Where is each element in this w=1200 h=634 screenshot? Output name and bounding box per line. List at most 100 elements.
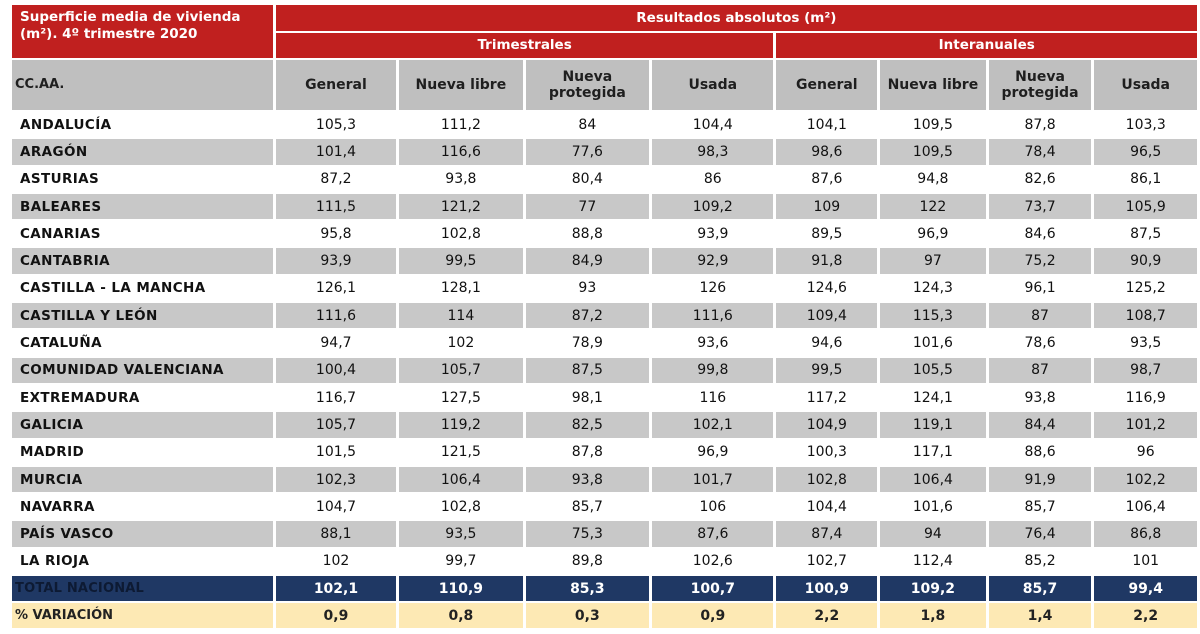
table-row: CASTILLA Y LEÓN 111,6 114 87,2 111,6 109,4 115… [12, 303, 1197, 329]
region-name: CANTABRIA [12, 248, 273, 274]
housing-surface-table-container: Superficie media de vivienda (m²). 4º tr… [9, 3, 1200, 630]
table-cell: 78,6 [988, 330, 1092, 356]
table-cell: 75,2 [988, 248, 1092, 274]
table-cell: 99,8 [652, 357, 774, 383]
table-cell: 101,7 [652, 466, 774, 493]
table-cell: 104,4 [652, 112, 774, 138]
table-cell: 111,2 [399, 112, 523, 138]
table-cell: 84,6 [988, 221, 1092, 247]
table-cell: 91,9 [988, 466, 1092, 493]
table-cell: 87,5 [525, 357, 650, 383]
region-name: CANARIAS [12, 221, 273, 247]
table-cell: 105,7 [275, 412, 397, 438]
table-cell: 84 [525, 112, 650, 138]
table-cell: 88,1 [275, 521, 397, 547]
table-cell: 127,5 [399, 384, 523, 411]
table-cell: 102,1 [275, 576, 397, 602]
table-cell: 87,6 [652, 521, 774, 547]
region-name: GALICIA [12, 412, 273, 438]
table-cell: 98,7 [1094, 357, 1197, 383]
table-cell: 101,5 [275, 439, 397, 465]
table-cell: 84,9 [525, 248, 650, 274]
table-cell: 93,8 [525, 466, 650, 493]
table-cell: 105,3 [275, 112, 397, 138]
table-cell: 87,2 [275, 166, 397, 192]
column-header: General [275, 60, 397, 110]
table-row: PAÍS VASCO 88,1 93,5 75,3 87,6 87,4 94 76,4 86,8 [12, 521, 1197, 547]
table-cell: 85,7 [988, 494, 1092, 520]
table-cell: 2,2 [776, 603, 878, 629]
table-row: BALEARES 111,5 121,2 77 109,2 109 122 73,7 105,9 [12, 193, 1197, 220]
interanuales-header: Interanuales [776, 33, 1197, 58]
table-cell: 86 [652, 166, 774, 192]
table-cell: 100,9 [776, 576, 878, 602]
table-row: CANARIAS 95,8 102,8 88,8 93,9 89,5 96,9 84,6 87,… [12, 221, 1197, 247]
table-cell: 76,4 [988, 521, 1092, 547]
table-cell: 106,4 [399, 466, 523, 493]
table-cell: 88,8 [525, 221, 650, 247]
table-cell: 106 [652, 494, 774, 520]
table-cell: 124,3 [880, 275, 986, 302]
table-cell: 105,5 [880, 357, 986, 383]
table-cell: 0,8 [399, 603, 523, 629]
table-row: TOTAL NACIONAL 102,1 110,9 85,3 100,7 100,9 10… [12, 576, 1197, 602]
table-cell: 101 [1094, 548, 1197, 575]
table-cell: 87,2 [525, 303, 650, 329]
table-cell: 87,8 [988, 112, 1092, 138]
table-cell: 109,5 [880, 112, 986, 138]
results-group-header: Resultados absolutos (m²) [275, 5, 1197, 31]
table-cell: 82,5 [525, 412, 650, 438]
table-cell: 102 [399, 330, 523, 356]
housing-surface-table: Superficie media de vivienda (m²). 4º tr… [9, 3, 1200, 630]
table-cell: 102,8 [399, 494, 523, 520]
table-cell: 99,5 [399, 248, 523, 274]
table-cell: 104,7 [275, 494, 397, 520]
table-cell: 121,5 [399, 439, 523, 465]
table-cell: 93,9 [652, 221, 774, 247]
table-cell: 116,7 [275, 384, 397, 411]
table-cell: 121,2 [399, 193, 523, 220]
table-cell: 94,8 [880, 166, 986, 192]
table-cell: 87 [988, 303, 1092, 329]
table-cell: 116 [652, 384, 774, 411]
table-cell: 99,4 [1094, 576, 1197, 602]
table-cell: 125,2 [1094, 275, 1197, 302]
table-cell: 111,6 [275, 303, 397, 329]
table-cell: 101,6 [880, 494, 986, 520]
table-cell: 124,6 [776, 275, 878, 302]
table-cell: 109 [776, 193, 878, 220]
table-cell: 100,4 [275, 357, 397, 383]
table-cell: 1,4 [988, 603, 1092, 629]
table-cell: 82,6 [988, 166, 1092, 192]
table-cell: 94 [880, 521, 986, 547]
table-cell: 109,5 [880, 139, 986, 165]
table-row: MADRID 101,5 121,5 87,8 96,9 100,3 117,1 88,6 96 [12, 439, 1197, 465]
table-cell: 85,7 [525, 494, 650, 520]
table-title: Superficie media de vivienda (m²). 4º tr… [12, 5, 273, 58]
table-cell: 102,3 [275, 466, 397, 493]
table-cell: 93,8 [988, 384, 1092, 411]
table-cell: 85,7 [988, 576, 1092, 602]
table-cell: 115,3 [880, 303, 986, 329]
table-row: ARAGÓN 101,4 116,6 77,6 98,3 98,6 109,5 78,4 96,… [12, 139, 1197, 165]
column-header: Usada [652, 60, 774, 110]
table-row: ASTURIAS 87,2 93,8 80,4 86 87,6 94,8 82,6 86,1 [12, 166, 1197, 192]
region-name: PAÍS VASCO [12, 521, 273, 547]
table-cell: 85,2 [988, 548, 1092, 575]
table-cell: 100,7 [652, 576, 774, 602]
table-cell: 75,3 [525, 521, 650, 547]
table-cell: 94,7 [275, 330, 397, 356]
region-name: TOTAL NACIONAL [12, 576, 273, 602]
table-cell: 106,4 [1094, 494, 1197, 520]
table-cell: 105,9 [1094, 193, 1197, 220]
table-cell: 98,1 [525, 384, 650, 411]
table-cell: 102,8 [776, 466, 878, 493]
table-cell: 98,3 [652, 139, 774, 165]
table-cell: 102,7 [776, 548, 878, 575]
trimestrales-header: Trimestrales [275, 33, 774, 58]
column-header: Nueva protegida [525, 60, 650, 110]
table-cell: 87,4 [776, 521, 878, 547]
table-cell: 2,2 [1094, 603, 1197, 629]
table-cell: 104,1 [776, 112, 878, 138]
table-cell: 93,5 [1094, 330, 1197, 356]
